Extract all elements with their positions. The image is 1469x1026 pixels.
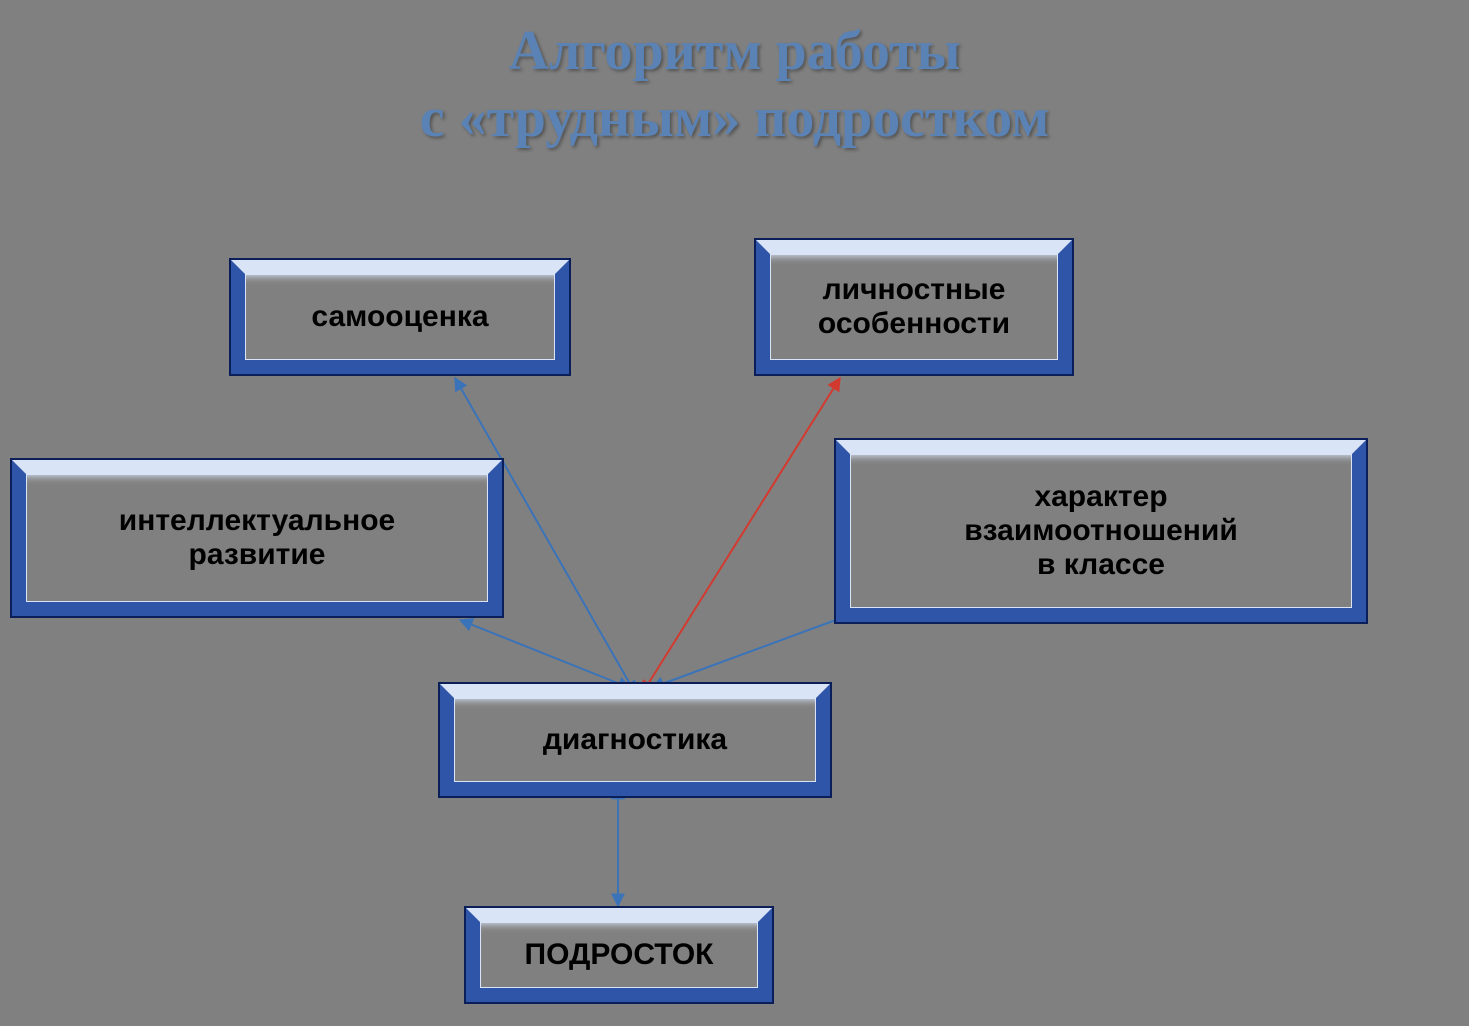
node-diagnostics: диагностика	[440, 684, 830, 796]
node-label: интеллектуальное развитие	[119, 504, 395, 572]
node-teenager: ПОДРОСТОК	[466, 908, 772, 1002]
title-line-1: Алгоритм работы	[0, 18, 1469, 85]
node-label: диагностика	[543, 723, 727, 757]
node-class-relations: характер взаимоотношений в классе	[836, 440, 1366, 622]
node-self-esteem: самооценка	[231, 260, 569, 374]
edge-arrow	[460, 620, 620, 684]
diagram-title: Алгоритм работы с «трудным» подростком	[0, 18, 1469, 152]
node-intellectual-development: интеллектуальное развитие	[12, 460, 502, 616]
node-label: ПОДРОСТОК	[525, 938, 714, 972]
node-label: личностные особенности	[818, 273, 1010, 341]
node-personal-traits: личностные особенности	[756, 240, 1072, 374]
edge-arrow	[648, 378, 840, 684]
node-label: характер взаимоотношений в классе	[964, 480, 1238, 582]
edge-arrow	[662, 614, 852, 684]
title-line-2: с «трудным» подростком	[0, 85, 1469, 152]
node-label: самооценка	[311, 300, 488, 334]
diagram-stage: Алгоритм работы с «трудным» подростком с…	[0, 0, 1469, 1026]
